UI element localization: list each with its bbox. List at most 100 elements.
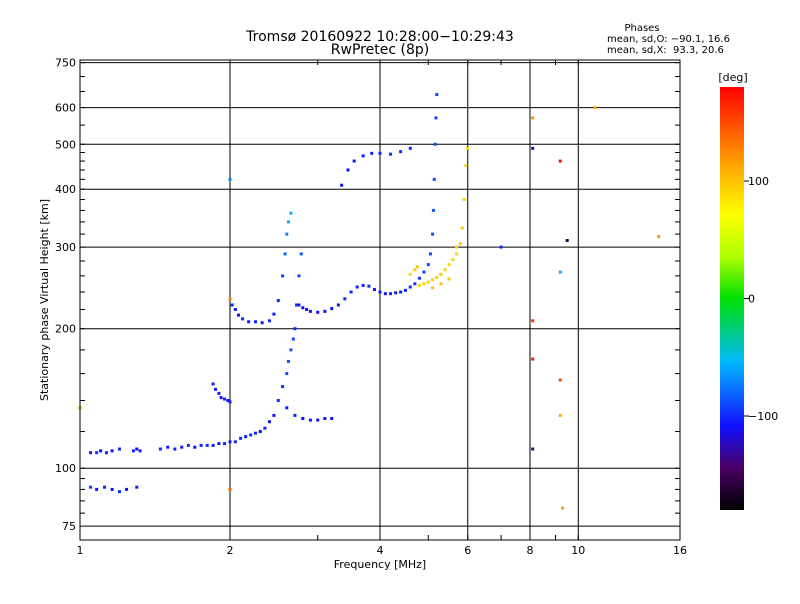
phase-info-x-mode: mean, sd,X: 93.3, 20.6 [607, 45, 724, 56]
data-point [258, 430, 262, 434]
data-point [223, 442, 227, 446]
data-points [78, 93, 661, 510]
data-point [293, 413, 297, 417]
data-point [330, 417, 334, 421]
data-point [117, 447, 121, 451]
data-point [531, 146, 535, 150]
data-point [228, 400, 232, 404]
data-point [193, 445, 197, 449]
data-point [435, 93, 439, 97]
data-point [276, 398, 280, 402]
y-tick-label: 100 [55, 462, 76, 475]
data-point [458, 242, 462, 246]
data-point [413, 282, 417, 286]
data-point [260, 321, 264, 325]
data-point [323, 309, 327, 313]
data-point [267, 420, 271, 424]
data-point [223, 397, 227, 401]
x-axis-label: Frequency [MHz] [334, 558, 426, 571]
data-point [464, 163, 468, 167]
data-point [289, 348, 293, 352]
data-point [415, 265, 419, 269]
data-point [431, 208, 435, 212]
data-point [399, 290, 403, 294]
data-point [417, 283, 421, 287]
data-point [166, 445, 170, 449]
y-tick-label: 200 [55, 323, 76, 336]
data-point [253, 320, 257, 324]
data-point [286, 359, 290, 363]
data-point [95, 487, 99, 491]
x-tick-label: 8 [527, 544, 534, 557]
data-point [308, 418, 312, 422]
data-point [373, 288, 377, 292]
data-point [558, 270, 562, 274]
x-tick-label: 16 [673, 544, 687, 557]
data-point [226, 398, 230, 402]
data-point [316, 310, 320, 314]
data-point [394, 291, 398, 295]
data-point [447, 277, 451, 281]
data-point [186, 443, 190, 447]
data-point [323, 417, 327, 421]
data-point [297, 303, 301, 307]
data-point [657, 235, 661, 239]
data-point [95, 451, 99, 455]
data-point [462, 198, 466, 202]
data-point [135, 447, 139, 451]
data-point [230, 303, 234, 307]
x-tick-label: 4 [377, 544, 384, 557]
data-point [378, 151, 382, 155]
colorbar-ticks: 100 0 −100 [744, 175, 778, 423]
data-point [158, 447, 162, 451]
data-point [99, 449, 103, 453]
data-point [125, 487, 129, 491]
data-point [272, 312, 276, 316]
data-point [219, 396, 223, 400]
data-point [289, 211, 293, 215]
data-point [417, 276, 421, 280]
data-point [263, 426, 267, 430]
chart-title: Tromsø 20160922 10:28:00−10:29:43 [245, 29, 514, 45]
data-point [466, 146, 470, 150]
data-point [460, 226, 464, 230]
data-point [228, 440, 232, 444]
x-tick-label: 10 [571, 544, 585, 557]
data-point [428, 252, 432, 256]
phase-info-title: Phases [624, 23, 659, 34]
data-point [408, 146, 412, 150]
data-point [272, 413, 276, 417]
data-point [408, 285, 412, 289]
data-point [565, 238, 569, 242]
data-point [432, 177, 436, 181]
data-point [239, 436, 243, 440]
data-point [426, 280, 430, 284]
phase-info-box: Phases mean, sd,O: −90.1, 16.6 mean, sd,… [607, 23, 730, 56]
data-point [451, 258, 455, 262]
data-point [213, 387, 217, 391]
data-point [199, 443, 203, 447]
data-point [308, 309, 312, 313]
colorbar: [deg] 100 0 −100 [718, 71, 778, 510]
data-point [103, 485, 107, 489]
data-point [291, 337, 295, 341]
data-point [343, 297, 347, 301]
data-point [433, 142, 437, 146]
data-point [299, 252, 303, 256]
data-point [233, 308, 237, 312]
grid-lines [80, 60, 680, 540]
data-point [285, 232, 289, 236]
colorbar-label: [deg] [718, 71, 747, 84]
data-point [558, 159, 562, 163]
data-point [117, 490, 121, 494]
data-point [276, 299, 280, 303]
data-point [383, 292, 387, 296]
plot-frame [79, 59, 681, 541]
data-point [336, 303, 340, 307]
data-point [253, 431, 257, 435]
y-tick-label: 400 [55, 183, 76, 196]
data-point [455, 252, 459, 256]
data-point [89, 451, 93, 455]
data-point [281, 274, 285, 278]
data-point [370, 151, 374, 155]
